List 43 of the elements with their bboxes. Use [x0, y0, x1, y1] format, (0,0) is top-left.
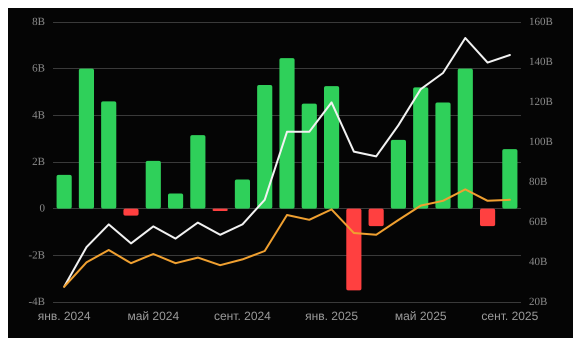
- y2-tick-label: 60B: [529, 216, 548, 228]
- y2-tick-label: 160B: [529, 16, 553, 28]
- x-tick-label: сент. 2025: [481, 309, 539, 323]
- bar: [346, 208, 362, 290]
- bar: [458, 68, 473, 209]
- bar: [123, 208, 139, 216]
- bar: [502, 149, 518, 209]
- y-tick-label: 2B: [32, 156, 45, 168]
- bar: [480, 208, 496, 226]
- bar: [101, 101, 116, 209]
- bar: [279, 58, 295, 209]
- line-series: [63, 188, 511, 288]
- y-tick-label: 0: [40, 202, 46, 215]
- bar: [168, 194, 184, 209]
- bar: [390, 140, 406, 209]
- y2-tick-label: 140B: [529, 56, 553, 68]
- y-tick-label: -2B: [28, 249, 45, 262]
- bar: [146, 160, 161, 209]
- bar: [368, 208, 384, 226]
- bar: [324, 86, 340, 209]
- x-tick-label: май 2024: [127, 309, 180, 323]
- bar: [190, 135, 206, 209]
- x-tick-label: янв. 2025: [305, 309, 358, 323]
- bar: [413, 87, 428, 209]
- y-tick-label: 8B: [32, 16, 45, 28]
- bar: [56, 174, 72, 209]
- y2-tick-label: 80B: [529, 176, 548, 188]
- y-tick-label: 4B: [32, 109, 45, 122]
- y2-tick-label: 20B: [529, 296, 548, 308]
- bar: [234, 180, 250, 209]
- y2-tick-label: 120B: [529, 96, 553, 108]
- y-tick-label: 6B: [32, 62, 45, 75]
- y2-tick-label: 100B: [529, 136, 553, 148]
- line-series: [63, 37, 511, 288]
- bar: [257, 85, 272, 209]
- y2-tick-label: 40B: [529, 256, 548, 268]
- x-tick-label: сент. 2024: [214, 309, 272, 323]
- bar: [435, 102, 451, 209]
- x-tick-label: янв. 2024: [38, 309, 91, 323]
- bar: [302, 104, 317, 209]
- x-tick-label: май 2025: [394, 309, 447, 323]
- bar: [78, 68, 94, 209]
- y-tick-label: -4B: [28, 296, 45, 308]
